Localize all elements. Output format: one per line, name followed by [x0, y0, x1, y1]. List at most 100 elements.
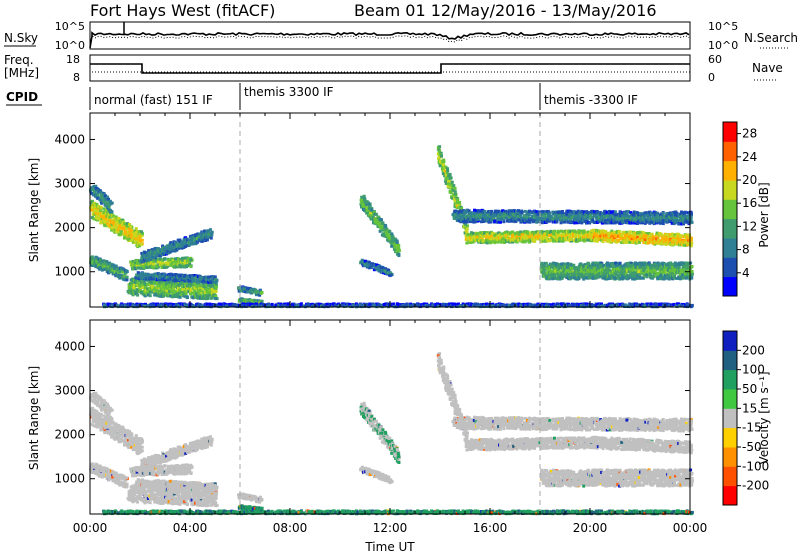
power-echo-cell	[113, 217, 117, 221]
power-echo-cell	[384, 224, 388, 228]
power-echo-cell	[152, 262, 156, 266]
power-echo-cell	[170, 242, 174, 246]
power-echo-cell	[148, 273, 152, 277]
power-echo-cell	[156, 289, 160, 293]
power-echo-cell	[103, 214, 107, 218]
power-echo-cell	[185, 295, 189, 299]
power-echo-cell	[187, 257, 191, 261]
power-echo-cell	[628, 240, 632, 244]
station-title: Fort Hays West (fitACF)	[90, 1, 275, 20]
power-echo-cell	[206, 235, 210, 239]
power-echo-cell	[180, 246, 184, 250]
power-echo-cell	[212, 292, 216, 296]
power-echo-cell	[150, 254, 154, 258]
power-echo-cell	[197, 235, 201, 239]
power-echo-cell	[138, 239, 142, 243]
power-echo-cell	[147, 265, 151, 269]
power-echo-cell	[140, 234, 144, 238]
power-echo-cell	[117, 226, 121, 230]
power-echo-cell	[106, 198, 110, 201]
power-echo-cell	[95, 203, 99, 207]
power-echo-cell	[93, 258, 97, 262]
power-echo-cell	[498, 218, 502, 222]
power-echo-cell	[153, 287, 156, 291]
power-echo-cell	[126, 237, 130, 241]
power-echo-cell	[209, 231, 213, 235]
power-echo-cell	[135, 237, 138, 241]
power-echo-cell	[192, 242, 196, 246]
power-echo-cell	[205, 238, 209, 242]
power-echo-cell	[94, 209, 98, 213]
power-echo-cell	[175, 290, 179, 294]
nsky-tick-low: 10^0	[55, 39, 85, 52]
power-echo-cell	[186, 238, 190, 242]
power-echo-cell	[141, 286, 145, 289]
power-echo-cell	[466, 233, 470, 237]
nsearch-trace	[91, 34, 690, 43]
power-echo-cell	[112, 226, 116, 230]
power-echo-cell	[100, 198, 104, 202]
power-echo-cell	[139, 242, 143, 246]
power-echo-cell	[249, 291, 253, 295]
power-echo-cell	[137, 271, 141, 275]
power-echo-cell	[96, 217, 100, 221]
power-echo-cell	[137, 266, 141, 270]
power-echo-cell	[569, 237, 573, 241]
power-echo-cell	[176, 295, 180, 299]
power-echo-cell	[113, 270, 117, 274]
power-echo-cell	[188, 278, 192, 282]
power-echo-cell	[93, 190, 97, 194]
power-echo-cell	[209, 296, 213, 300]
power-echo-cell	[161, 262, 165, 266]
power-echo-cell	[108, 199, 112, 203]
power-echo-cell	[98, 198, 102, 202]
power-echo-cell	[239, 288, 243, 292]
nave-tick-low: 0	[708, 71, 715, 84]
power-echo-cell	[123, 275, 127, 279]
power-echo-cell	[176, 292, 180, 296]
power-echo-cell	[207, 229, 211, 233]
power-echo-cell	[162, 248, 166, 252]
power-echo-cell	[110, 201, 114, 205]
power-echo-cell	[215, 279, 219, 283]
power-echo-cell	[144, 263, 148, 267]
power-echo-cell	[94, 192, 98, 196]
power-echo-cell	[191, 279, 195, 283]
power-echo-cell	[194, 276, 198, 280]
power-echo-cell	[176, 265, 180, 269]
power-echo-cell	[115, 221, 118, 224]
power-echo-cell	[135, 263, 139, 267]
power-echo-cell	[210, 233, 214, 237]
power-echo-cell	[144, 286, 148, 290]
power-echo-cell	[134, 261, 138, 265]
power-echo-cell	[184, 292, 188, 295]
power-echo-cell	[139, 290, 143, 294]
nsearch-tick-low: 10^0	[708, 39, 738, 52]
power-echo-cell	[113, 264, 116, 268]
power-echo-cell	[129, 237, 132, 241]
power-echo-cell	[146, 290, 150, 293]
power-echo-cell	[191, 295, 195, 299]
power-echo-cell	[134, 267, 138, 271]
power-echo-cell	[154, 272, 158, 276]
power-echo-cell	[193, 289, 197, 293]
power-echo-cell	[133, 233, 137, 237]
power-echo-cell	[97, 264, 101, 268]
power-echo-cell	[106, 269, 110, 273]
power-echo-cell	[117, 229, 121, 233]
power-echo-cell	[207, 275, 211, 279]
power-echo-cell	[174, 263, 178, 267]
power-echo-cell	[180, 279, 184, 283]
power-echo-cell	[143, 292, 147, 296]
power-echo-cell	[212, 290, 216, 294]
power-echo-cell	[107, 205, 111, 209]
power-echo-cell	[103, 264, 107, 268]
power-echo-cell	[189, 292, 192, 296]
power-echo-cell	[182, 285, 186, 289]
power-echo-cell	[186, 263, 189, 267]
power-echo-cell	[134, 281, 137, 284]
power-echo-cell	[143, 265, 147, 269]
power-echo-cell	[511, 230, 515, 234]
power-echo-cell	[172, 261, 176, 264]
power-echo-cell	[207, 280, 211, 284]
